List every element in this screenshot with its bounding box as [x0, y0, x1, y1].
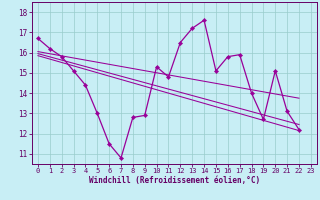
X-axis label: Windchill (Refroidissement éolien,°C): Windchill (Refroidissement éolien,°C): [89, 176, 260, 185]
